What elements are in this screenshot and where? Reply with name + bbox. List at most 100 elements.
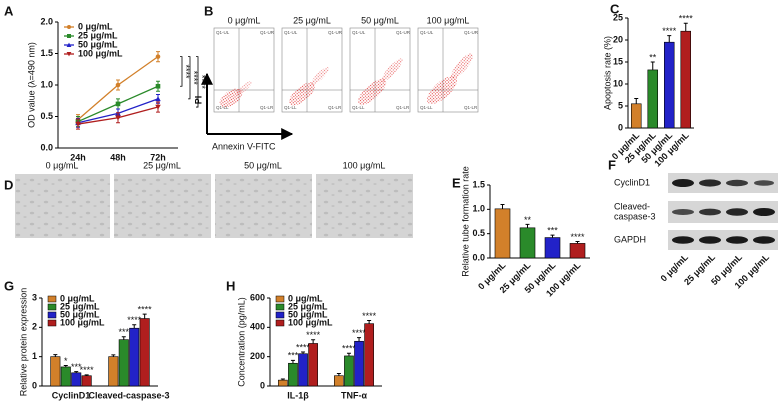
quadrant-label: Q1-UR [396, 30, 411, 35]
legend-label: 0 μg/mL [78, 21, 113, 31]
flow-plot: Q1-UL Q1-UR Q1-LL Q1-LR [213, 27, 275, 113]
bar [108, 356, 119, 387]
y-tick-label: 1.0 [472, 204, 485, 214]
y-tick-label: 400 [250, 322, 265, 332]
error-bar [121, 336, 126, 340]
flow-plots: Q1-UL Q1-UR Q1-LL Q1-LR Q1-UL Q1-UR Q1-L… [213, 27, 479, 113]
legend-label: 100 μg/mL [78, 48, 123, 58]
quadrant-label: Q1-LL [216, 105, 229, 110]
point [75, 121, 81, 127]
y-tick-label: 5 [618, 100, 623, 110]
panel-letter: D [4, 177, 13, 192]
legend-marker [67, 25, 71, 29]
y-tick-label: 25 [613, 12, 623, 22]
y-tick-label: 2.0 [40, 16, 53, 26]
bar [81, 375, 92, 387]
error-bar [525, 223, 530, 228]
y-axis-label: Apoptosis rate (%) [602, 36, 612, 110]
image-title: 100 μg/mL [343, 160, 386, 170]
y-tick-label: 0.5 [40, 111, 53, 121]
flow-title: 0 μg/mL [228, 15, 261, 25]
y-tick-label: 0.5 [472, 228, 485, 238]
y-axis-label: Concentration (pg/mL) [236, 297, 246, 387]
bar [344, 355, 354, 387]
legend-swatch [47, 311, 57, 319]
bar [50, 356, 61, 387]
significance-label: ** [524, 215, 532, 225]
legend-swatch [275, 303, 285, 311]
error-bar [84, 374, 89, 376]
y-tick-label: 15 [613, 56, 623, 66]
panel-letter: B [204, 3, 213, 18]
quadrant-label: Q1-UL [352, 30, 366, 35]
flow-plot: Q1-UL Q1-UR Q1-LL Q1-LR [349, 27, 411, 113]
y-tick-label: 0.0 [40, 142, 53, 152]
significance-label: **** [197, 75, 207, 90]
micrograph [114, 174, 211, 238]
legend-label: 25 μg/mL [78, 30, 118, 40]
panel-letter: H [226, 278, 235, 293]
bar [494, 208, 511, 259]
micrograph [15, 174, 110, 238]
quadrant-label: Q1-UL [216, 30, 230, 35]
significance-label: **** [662, 26, 677, 36]
significance-bracket [196, 56, 199, 108]
flow-title: 50 μg/mL [361, 15, 399, 25]
significance-label: **** [296, 342, 311, 352]
image-title: 0 μg/mL [46, 160, 79, 170]
significance-label: **** [342, 344, 357, 354]
x-tick-label: TNF-α [341, 390, 367, 400]
quadrant-label: Q1-LR [328, 105, 342, 110]
significance-label: **** [306, 330, 321, 340]
significance-label: **** [138, 305, 153, 315]
significance-label: **** [181, 64, 191, 79]
panel-letter: F [608, 157, 616, 172]
error-bar [311, 339, 316, 344]
y-axis-label: OD value (λ=490 nm) [26, 42, 36, 128]
legend-label: 25 μg/mL [60, 301, 100, 311]
error-bar [132, 324, 137, 329]
panel-letter: A [4, 3, 14, 18]
micrograph [316, 174, 413, 238]
x-tick-label: 48h [110, 152, 126, 162]
x-tick-label: Cleaved-caspase-3 [88, 390, 169, 400]
bar [308, 343, 318, 387]
y-tick-label: 200 [250, 351, 265, 361]
y-tick-label: 3 [32, 292, 37, 302]
bar [278, 379, 288, 387]
error-bar [575, 240, 580, 244]
legend-swatch [275, 319, 285, 327]
error-bar [346, 352, 351, 356]
bar [680, 30, 691, 129]
significance-label: *** [547, 226, 558, 236]
quadrant-label: Q1-UL [284, 30, 298, 35]
bar [544, 237, 561, 259]
point [155, 96, 161, 102]
error-bar [142, 313, 147, 319]
bar [519, 227, 536, 259]
error-bar [53, 354, 58, 357]
point [115, 82, 121, 88]
y-tick-label: 0.0 [472, 252, 485, 262]
legend-marker [66, 42, 72, 47]
significance-label: **** [679, 14, 694, 24]
bar [663, 41, 675, 129]
bar [569, 243, 586, 259]
point [115, 101, 121, 107]
x-tick-label: 72h [150, 152, 166, 162]
y-tick-label: 1 [32, 351, 37, 361]
error-bar [367, 319, 372, 324]
bar [364, 323, 374, 387]
bar [354, 340, 364, 387]
legend-swatch [47, 295, 57, 303]
error-bar [650, 61, 655, 70]
quadrant-label: Q1-UL [420, 30, 434, 35]
panel-letter: G [4, 278, 14, 293]
bar [118, 339, 129, 387]
blot-row-label: GAPDH [614, 234, 646, 244]
blot-row-label: CyclinD1 [614, 177, 650, 187]
error-bar [550, 234, 555, 238]
quadrant-label: Q1-LR [260, 105, 274, 110]
y-tick-label: 0 [260, 380, 265, 390]
error-bar [280, 378, 285, 381]
